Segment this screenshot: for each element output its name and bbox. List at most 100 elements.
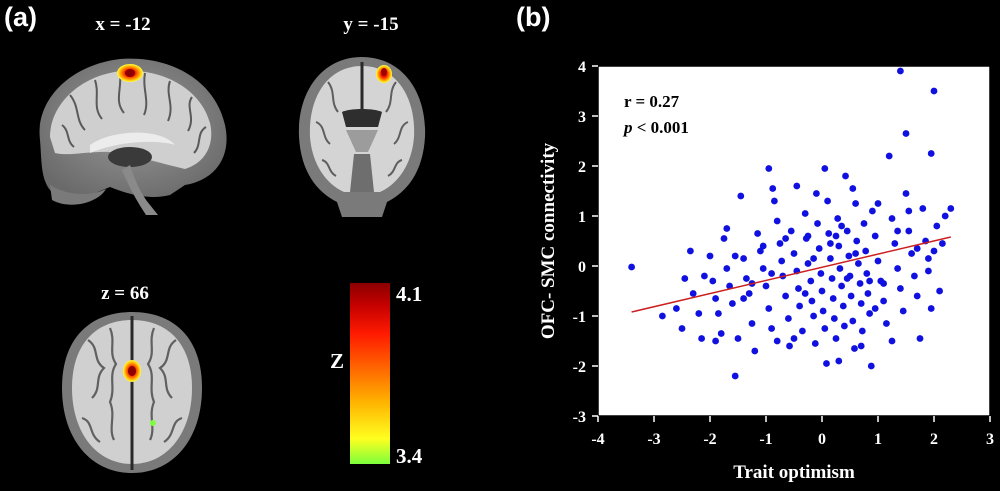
scatter-point <box>785 315 792 322</box>
scatter-point <box>815 245 823 252</box>
y-tick-label: 3 <box>578 109 586 126</box>
scatter-point <box>678 325 686 332</box>
axial-brain-slice <box>62 312 202 473</box>
scatter-point <box>836 265 844 272</box>
x-tick-label: 2 <box>930 431 938 448</box>
scatter-point <box>828 275 836 282</box>
scatter-point <box>888 337 896 345</box>
scatter-point <box>734 335 742 342</box>
panel-a-label: (a) <box>4 2 37 32</box>
scatter-point <box>911 272 918 280</box>
scatter-point <box>807 277 815 285</box>
stat-p-label: p < 0.001 <box>622 118 689 137</box>
scatter-point <box>698 335 705 342</box>
scatter-point <box>829 295 837 302</box>
scatter-point <box>754 230 761 237</box>
stat-p-symbol: p <box>622 118 633 137</box>
scatter-point <box>804 232 812 240</box>
scatter-point <box>765 165 773 172</box>
scatter-point <box>869 207 876 215</box>
panel-b-label: (b) <box>516 2 551 32</box>
scatter-point <box>908 250 915 257</box>
scatter-point <box>786 342 793 350</box>
scatter-point <box>835 357 843 365</box>
scatter-point <box>731 252 739 260</box>
scatter-point <box>701 272 708 280</box>
scatter-point <box>843 275 851 282</box>
scatter-point <box>712 295 719 302</box>
scatter-point <box>748 320 756 327</box>
scatter-point <box>916 335 924 342</box>
scatter-point <box>811 340 819 347</box>
scatter-point <box>720 235 728 242</box>
scatter-point <box>824 197 831 205</box>
scatter-point <box>737 192 745 200</box>
scatter-point <box>867 362 875 370</box>
colorbar-min-label: 3.4 <box>396 444 423 468</box>
scatter-point <box>723 225 731 232</box>
scatter-point <box>857 300 865 307</box>
scatter-point <box>885 152 893 160</box>
scatter-point <box>933 222 941 230</box>
scatter-point <box>715 310 722 317</box>
scatter-point <box>849 317 857 325</box>
x-tick-label: -3 <box>647 431 660 448</box>
x-tick-label: 3 <box>986 431 994 448</box>
scatter-point <box>871 232 879 240</box>
sagittal-coordinate-label: x = -12 <box>95 14 151 35</box>
scatter-chart: -4 -3 -2 -1 0 1 2 3 -3 -2 -1 0 1 2 3 4 r = 0.27 p < 0.… <box>538 59 994 483</box>
scatter-point <box>795 285 802 292</box>
scatter-point <box>843 227 851 235</box>
scatter-point <box>759 265 767 272</box>
scatter-point <box>796 302 803 310</box>
scatter-point <box>930 87 938 95</box>
scatter-point <box>851 345 858 352</box>
scatter-point <box>823 360 830 367</box>
scatter-point <box>947 205 955 212</box>
scatter-point <box>905 227 913 235</box>
scatter-point <box>810 312 817 320</box>
scatter-point <box>853 237 861 245</box>
scatter-point <box>839 302 847 310</box>
scatter-point <box>729 300 736 307</box>
scatter-point <box>899 307 907 315</box>
scatter-point <box>919 205 927 212</box>
y-tick-label: 2 <box>578 159 586 176</box>
scatter-point <box>821 325 829 332</box>
scatter-point <box>723 265 731 272</box>
scatter-point <box>773 217 781 225</box>
x-tick-label: 1 <box>874 431 882 448</box>
scatter-point <box>941 212 949 220</box>
scatter-point <box>866 310 873 317</box>
stat-r-label: r = 0.27 <box>624 92 680 111</box>
scatter-point <box>743 275 750 282</box>
scatter-point <box>740 295 747 302</box>
scatter-point <box>855 260 862 267</box>
scatter-point <box>927 150 935 157</box>
scatter-point <box>773 337 781 345</box>
x-tick-label: -1 <box>759 431 772 448</box>
scatter-point <box>768 270 775 277</box>
scatter-point <box>673 305 680 312</box>
y-tick-label: -1 <box>573 309 586 326</box>
scatter-point <box>858 327 866 335</box>
scatter-point <box>936 287 943 295</box>
scatter-point <box>905 207 913 215</box>
scatter-point <box>838 222 845 230</box>
scatter-point <box>894 265 901 272</box>
regression-line <box>631 236 951 313</box>
scatter-point <box>930 247 938 255</box>
scatter-point <box>813 190 820 197</box>
scatter-point <box>810 255 817 262</box>
scatter-point <box>849 185 857 192</box>
sagittal-brain-slice <box>39 58 227 215</box>
scatter-point <box>790 250 798 257</box>
scatter-point <box>841 322 848 330</box>
scatter-point <box>863 270 871 277</box>
scatter-point <box>835 242 843 250</box>
scatter-point <box>814 220 821 227</box>
scatter-point <box>695 310 703 317</box>
scatter-point <box>830 315 838 322</box>
scatter-point <box>927 305 935 312</box>
scatter-point <box>768 325 775 332</box>
